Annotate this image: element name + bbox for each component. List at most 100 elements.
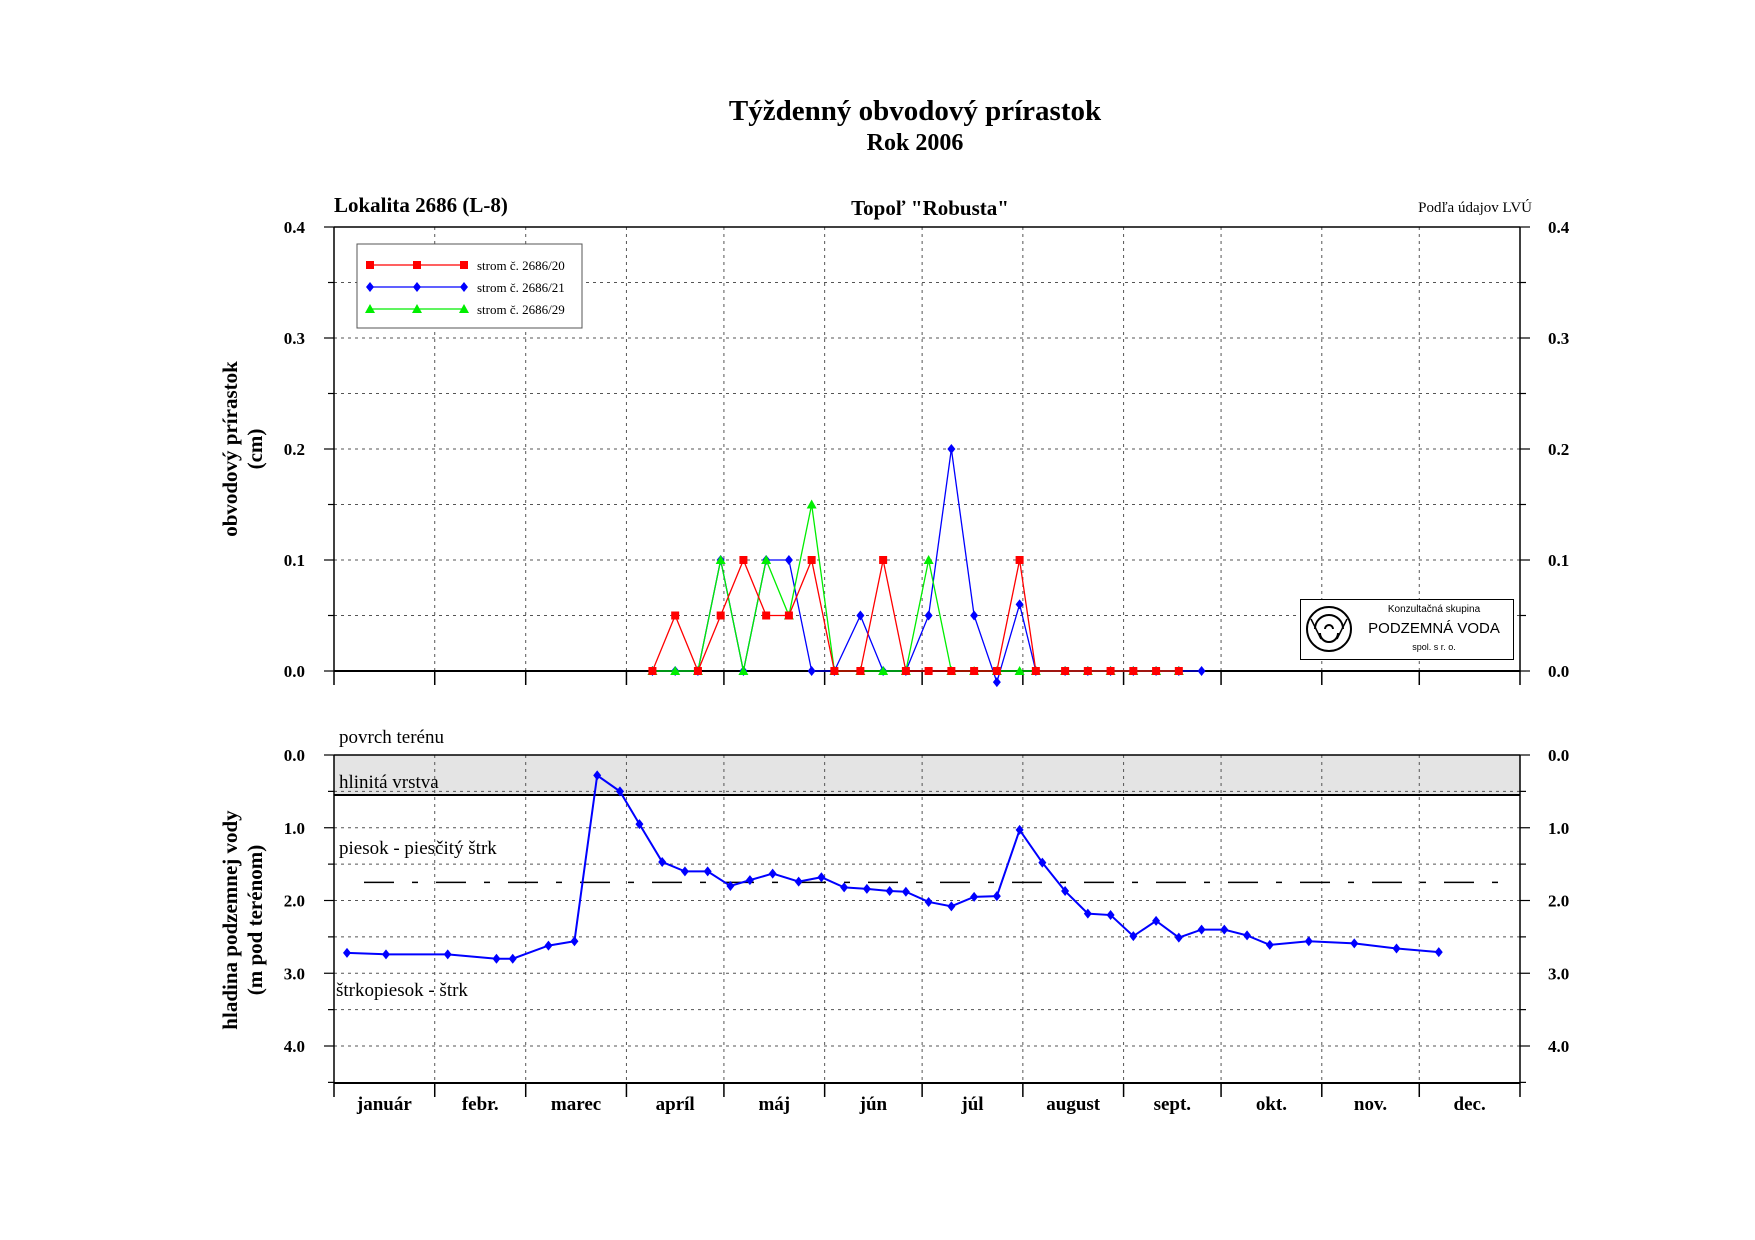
month-label: nov. [1354,1094,1387,1115]
month-label: január [356,1094,412,1115]
chart-subtitle: Rok 2006 [866,130,964,156]
data-point [544,940,553,951]
data-point [885,886,894,897]
data-point [970,610,979,621]
data-point [680,866,689,877]
month-label: okt. [1256,1094,1287,1115]
data-point [992,891,1001,902]
layer-label-clay: hlinitá vrstva [339,772,439,793]
data-point [635,819,644,830]
data-point [1106,667,1115,675]
data-point [901,886,910,897]
legend-marker [412,304,422,313]
data-point [1083,908,1092,919]
data-point [1197,924,1206,935]
data-point [381,949,390,960]
chart-title: Týždenný obvodový prírastok [728,95,1102,127]
layer-label-surface: povrch terénu [339,727,444,748]
data-point [947,667,956,675]
month-label: august [1046,1094,1101,1115]
y-tick-label-right: 0.1 [1548,551,1569,570]
legend-label: strom č. 2686/20 [477,258,565,273]
month-label: febr. [462,1094,499,1115]
data-point [1015,599,1024,610]
data-point [658,856,667,867]
month-label: marec [551,1094,601,1115]
data-point [1031,667,1040,675]
data-point [745,875,754,886]
y-tick-label-left: 3.0 [284,964,305,983]
y-tick-label-right: 0.0 [1548,662,1569,681]
data-point [992,667,1001,675]
data-point [807,556,816,564]
y-tick-label-left: 0.1 [284,551,305,570]
data-point [817,872,826,883]
data-point [924,610,933,621]
data-point [830,667,839,675]
data-point [923,555,934,564]
company-logo: Konzultačná skupina PODZEMNÁ VODA spol. … [1300,599,1514,660]
data-point [443,949,452,960]
y-tick-label-right: 2.0 [1548,892,1569,911]
legend-marker [413,282,421,292]
data-point [726,880,735,891]
y-axis-label-bottom-unit: (m pod terénom) [243,845,267,995]
y-tick-label-left: 0.2 [284,440,305,459]
data-point [992,677,1001,688]
data-point [794,876,803,887]
data-point [570,936,579,947]
logo-line2: PODZEMNÁ VODA [1368,620,1500,637]
data-point [1061,886,1070,897]
y-tick-label-left: 0.0 [284,662,305,681]
groundwater-level-line [346,773,1439,960]
y-tick-label-left: 4.0 [284,1037,305,1056]
month-label: jún [859,1094,888,1115]
data-point [1014,666,1025,675]
data-point [716,611,725,620]
legend-marker [365,304,375,313]
data-point [878,666,889,675]
data-point [1038,857,1047,868]
data-point [784,555,793,565]
legend-marker [413,261,421,269]
month-label: máj [758,1094,790,1115]
data-point [761,555,772,564]
data-point [1152,915,1161,926]
logo-line1: Konzultačná skupina [1387,604,1481,615]
data-point [1152,667,1161,675]
data-point [970,891,979,902]
y-axis-label-bottom: hladina podzemnej vody [218,810,242,1030]
logo-line3: spol. s r. o. [1412,642,1456,652]
month-label: dec. [1454,1094,1486,1115]
y-tick-label-left: 1.0 [284,819,305,838]
data-point [1220,924,1229,935]
data-point [924,896,933,907]
data-point [739,556,748,564]
data-point [856,667,865,675]
data-point [947,444,956,454]
data-point [1392,943,1401,954]
data-point [1129,931,1138,942]
data-point [856,610,865,621]
data-point [762,611,771,620]
data-point [924,667,933,675]
month-label: júl [960,1094,983,1115]
legend-marker [459,304,469,313]
data-point [840,882,849,893]
data-point [1083,667,1092,675]
data-point [492,953,501,964]
data-point [1015,824,1024,835]
logo-mark-icon [1306,606,1352,652]
data-point [947,901,956,912]
legend-marker [460,282,468,292]
data-point [693,667,702,675]
data-point [1015,556,1024,564]
data-point [715,555,726,564]
data-point [1106,910,1115,921]
y-tick-label-right: 3.0 [1548,964,1569,983]
legend-box [356,243,583,329]
data-point [703,866,712,877]
data-point [508,953,517,964]
data-point [1174,932,1183,943]
data-point [1350,938,1359,949]
